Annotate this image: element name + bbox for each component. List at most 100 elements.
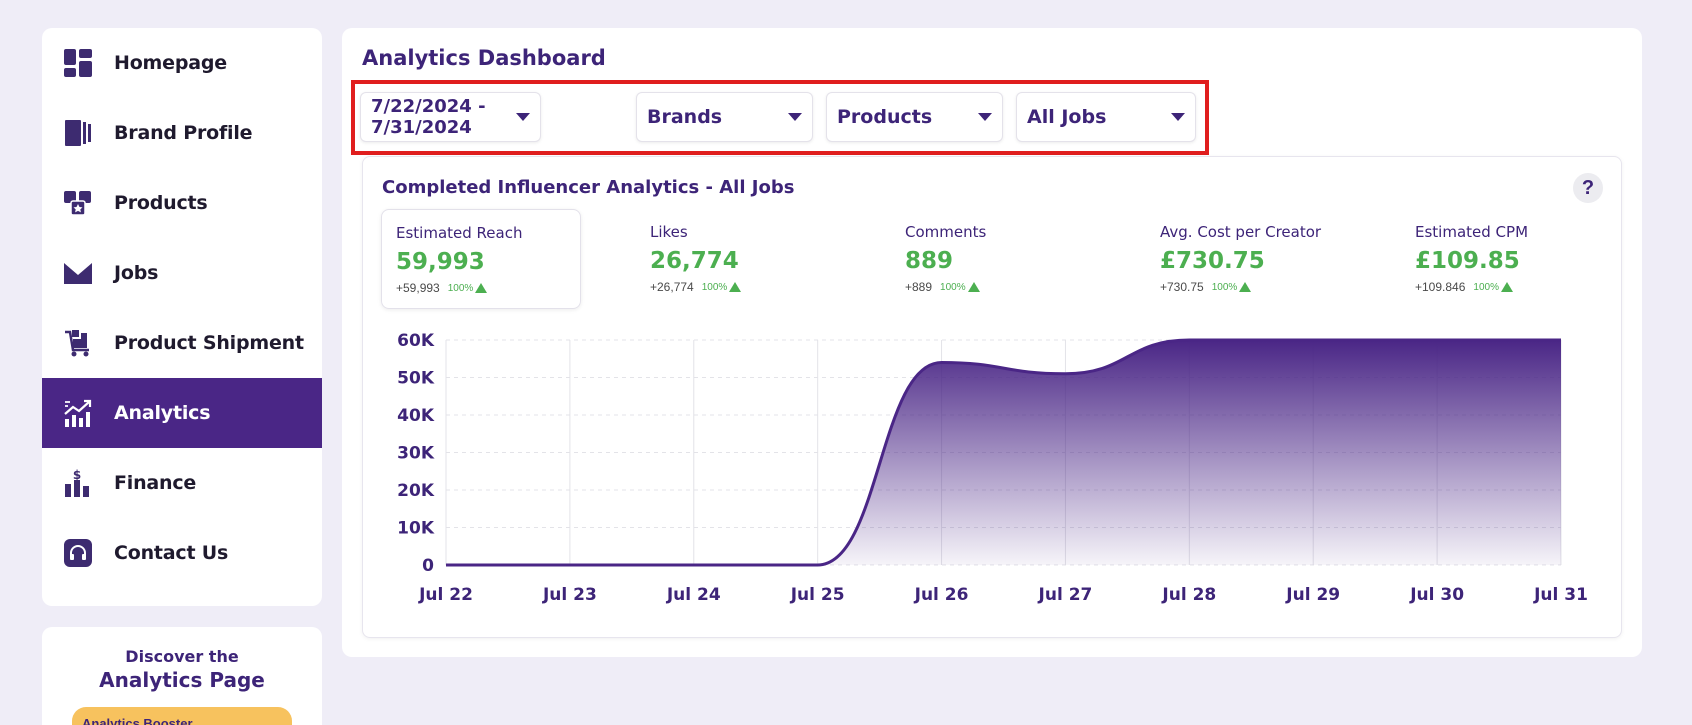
chevron-down-icon xyxy=(1171,113,1185,121)
metric-delta: +109.846 100% xyxy=(1415,280,1587,294)
metric-delta-value: +59,993 xyxy=(396,281,440,295)
y-tick-label: 0 xyxy=(422,556,434,576)
metric-value: 26,774 xyxy=(650,248,739,274)
trend-up-icon xyxy=(1500,282,1513,292)
sidebar-item-label: Finance xyxy=(114,472,197,494)
trend-up-icon xyxy=(729,282,742,292)
metric-delta-pct: 100% xyxy=(940,281,966,293)
x-tick-label: Jul 27 xyxy=(1038,585,1093,605)
page-title: Analytics Dashboard xyxy=(362,46,606,70)
metric-estimated-reach[interactable]: Estimated Reach 59,993 +59,993 100% xyxy=(381,209,581,309)
promo-subtitle: Discover the xyxy=(125,647,239,666)
sidebar-item-label: Homepage xyxy=(114,52,227,74)
metric-delta-pct: 100% xyxy=(1211,281,1238,293)
series-line xyxy=(446,338,1561,567)
promo-card: Discover the Analytics Page Analytics Bo… xyxy=(42,627,322,725)
metric-label: Estimated Reach xyxy=(396,224,523,242)
metric-delta-pct: 100% xyxy=(447,282,474,294)
help-icon[interactable]: ? xyxy=(1573,173,1603,203)
y-tick-label: 30K xyxy=(397,444,435,464)
y-tick-label: 50K xyxy=(397,369,435,389)
x-tick-label: Jul 30 xyxy=(1409,585,1464,605)
trend-up-icon xyxy=(475,283,488,293)
y-tick-label: 10K xyxy=(397,519,435,539)
chevron-down-icon xyxy=(516,113,530,121)
sidebar-item-homepage[interactable]: Homepage xyxy=(42,28,322,98)
metric-label: Likes xyxy=(650,223,688,241)
svg-text:$: $ xyxy=(73,468,81,482)
sidebar-item-brand-profile[interactable]: Brand Profile xyxy=(42,98,322,168)
trend-up-icon xyxy=(967,282,980,292)
sidebar-item-label: Analytics xyxy=(114,402,211,424)
y-tick-label: 20K xyxy=(397,481,435,501)
metric-value: 889 xyxy=(905,248,954,274)
envelope-icon xyxy=(62,257,94,289)
metric-label: Estimated CPM xyxy=(1415,223,1529,241)
products-select[interactable]: Products xyxy=(826,92,1003,142)
x-tick-label: Jul 31 xyxy=(1533,585,1588,605)
brand-profile-icon xyxy=(62,117,94,149)
x-tick-label: Jul 28 xyxy=(1161,585,1216,605)
sidebar-item-label: Product Shipment xyxy=(114,332,304,354)
x-tick-label: Jul 26 xyxy=(914,585,969,605)
x-tick-label: Jul 22 xyxy=(418,585,473,605)
sidebar-item-product-shipment[interactable]: Product Shipment xyxy=(42,308,322,378)
finance-icon: $ xyxy=(62,467,94,499)
metric-delta: +889 100% xyxy=(905,280,1077,294)
date-range-value: 7/22/2024 - 7/31/2024 xyxy=(371,96,486,138)
metric-value: £109.85 xyxy=(1415,248,1520,274)
area-fill xyxy=(446,340,1561,565)
chevron-down-icon xyxy=(978,113,992,121)
sidebar-item-finance[interactable]: $ Finance xyxy=(42,448,322,518)
trend-up-icon xyxy=(1239,282,1252,292)
metric-delta-value: +109.846 xyxy=(1415,280,1466,294)
chevron-down-icon xyxy=(788,113,802,121)
sidebar-item-label: Products xyxy=(114,192,208,214)
metric-delta-value: +889 xyxy=(905,280,933,294)
sidebar: Homepage Brand Profile Products Jobs Pro… xyxy=(42,28,322,606)
sidebar-item-label: Contact Us xyxy=(114,542,229,564)
metric-delta-value: +730.75 xyxy=(1160,280,1204,294)
main-panel: Analytics Dashboard 7/22/2024 - 7/31/202… xyxy=(342,28,1642,657)
sidebar-item-jobs[interactable]: Jobs xyxy=(42,238,322,308)
metric-likes[interactable]: Likes 26,774 +26,774 100% xyxy=(636,209,836,309)
dashboard-icon xyxy=(62,47,94,79)
metric-estimated-cpm[interactable]: Estimated CPM £109.85 +109.846 100% xyxy=(1401,209,1601,309)
y-tick-label: 60K xyxy=(397,331,435,351)
promo-pill-button[interactable]: Analytics Booster xyxy=(72,707,292,725)
products-value: Products xyxy=(837,106,933,128)
brands-value: Brands xyxy=(647,106,723,128)
analytics-card: Completed Influencer Analytics - All Job… xyxy=(362,156,1622,638)
metric-label: Avg. Cost per Creator xyxy=(1160,223,1322,241)
metric-value: 59,993 xyxy=(396,249,485,275)
metric-delta-value: +26,774 xyxy=(650,280,694,294)
x-tick-label: Jul 24 xyxy=(666,585,721,605)
filters-highlight-box xyxy=(351,80,1209,155)
analytics-icon xyxy=(62,397,94,429)
sidebar-item-products[interactable]: Products xyxy=(42,168,322,238)
card-title: Completed Influencer Analytics - All Job… xyxy=(382,177,795,198)
jobs-value: All Jobs xyxy=(1027,106,1107,128)
headset-icon xyxy=(62,537,94,569)
brands-select[interactable]: Brands xyxy=(636,92,813,142)
metric-value: £730.75 xyxy=(1160,248,1265,274)
date-range-select[interactable]: 7/22/2024 - 7/31/2024 xyxy=(360,92,541,142)
metric-delta: +59,993 100% xyxy=(396,281,566,295)
sidebar-item-label: Jobs xyxy=(114,262,159,284)
cart-icon xyxy=(62,327,94,359)
x-tick-label: Jul 23 xyxy=(542,585,597,605)
metric-delta-pct: 100% xyxy=(701,281,728,293)
sidebar-item-contact-us[interactable]: Contact Us xyxy=(42,518,322,588)
jobs-select[interactable]: All Jobs xyxy=(1016,92,1196,142)
metric-avg-cost-per-creator[interactable]: Avg. Cost per Creator £730.75 +730.75 10… xyxy=(1146,209,1386,309)
reach-area-chart: 0 10K 20K 30K 40K 50K 60K Jul 22 Jul 23 Jul 24 Jul… xyxy=(397,331,1588,605)
sidebar-item-label: Brand Profile xyxy=(114,122,253,144)
x-tick-label: Jul 25 xyxy=(790,585,845,605)
y-tick-label: 40K xyxy=(397,406,435,426)
sidebar-item-analytics[interactable]: Analytics xyxy=(42,378,322,448)
x-tick-label: Jul 29 xyxy=(1285,585,1340,605)
metric-delta: +26,774 100% xyxy=(650,280,822,294)
metric-comments[interactable]: Comments 889 +889 100% xyxy=(891,209,1091,309)
promo-title: Analytics Page xyxy=(99,668,265,692)
